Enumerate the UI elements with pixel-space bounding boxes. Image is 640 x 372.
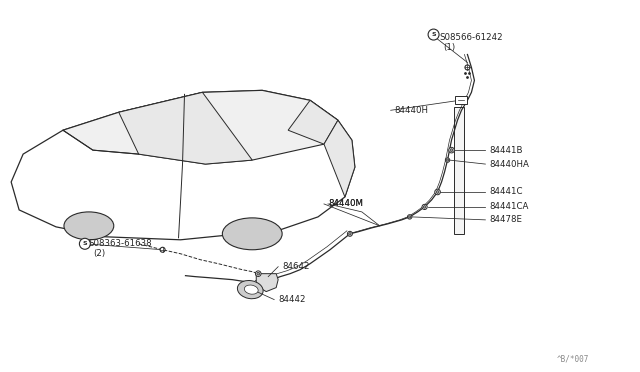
Circle shape [408, 215, 412, 219]
Text: 84441CA: 84441CA [490, 202, 529, 211]
Text: S08566-61242: S08566-61242 [440, 33, 503, 42]
Text: 84440M: 84440M [328, 199, 363, 208]
Ellipse shape [237, 280, 263, 299]
Circle shape [422, 204, 427, 209]
Text: S: S [83, 241, 87, 246]
Circle shape [79, 238, 90, 249]
Polygon shape [256, 274, 278, 292]
Text: 84442: 84442 [278, 295, 306, 304]
Text: (2): (2) [93, 249, 105, 258]
Polygon shape [288, 100, 338, 144]
Text: 84440M: 84440M [328, 199, 363, 208]
Ellipse shape [244, 285, 258, 294]
Text: 84441C: 84441C [490, 187, 523, 196]
Text: S08363-61638: S08363-61638 [89, 239, 152, 248]
Circle shape [160, 247, 165, 252]
Circle shape [349, 232, 351, 235]
Polygon shape [119, 92, 252, 164]
Circle shape [450, 149, 453, 151]
Circle shape [428, 29, 439, 40]
Text: 84642: 84642 [282, 262, 310, 271]
Text: ^B/*007: ^B/*007 [557, 355, 589, 363]
Circle shape [435, 189, 440, 195]
Ellipse shape [64, 212, 114, 240]
Polygon shape [324, 120, 355, 197]
Circle shape [255, 271, 261, 276]
Circle shape [348, 231, 353, 236]
Text: (1): (1) [444, 43, 456, 52]
Polygon shape [454, 107, 465, 234]
Circle shape [436, 190, 439, 193]
Ellipse shape [222, 218, 282, 250]
Text: 84440H: 84440H [395, 106, 429, 115]
Text: S: S [431, 32, 436, 37]
FancyBboxPatch shape [456, 96, 467, 104]
Circle shape [447, 159, 449, 161]
Text: 84440HA: 84440HA [490, 160, 529, 169]
Polygon shape [11, 90, 355, 240]
Circle shape [423, 206, 426, 208]
Circle shape [408, 216, 411, 218]
Circle shape [257, 272, 260, 275]
Circle shape [445, 158, 450, 162]
Circle shape [465, 65, 470, 70]
Circle shape [449, 147, 454, 153]
Text: 84441B: 84441B [490, 145, 523, 155]
Text: 84478E: 84478E [490, 215, 522, 224]
Polygon shape [63, 90, 338, 164]
